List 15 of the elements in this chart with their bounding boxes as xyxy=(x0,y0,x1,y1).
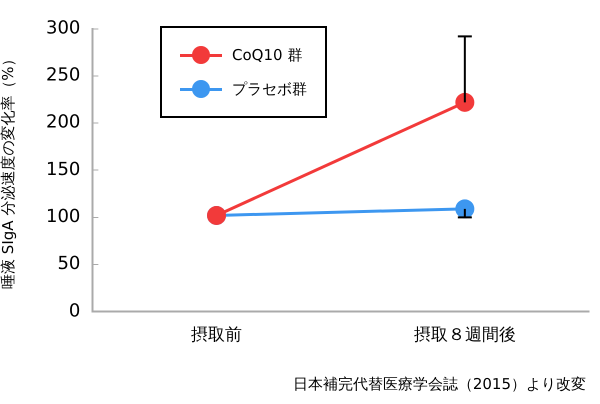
y-tick-label: 50 xyxy=(57,253,80,274)
x-tick-label: 摂取８週間後 xyxy=(414,325,516,346)
y-tick-label: 200 xyxy=(46,112,80,133)
point xyxy=(455,199,474,218)
y-tick-label: 150 xyxy=(46,158,80,180)
y-axis-title: 唾液 SIgA 分泌速度の変化率（%） xyxy=(0,51,17,289)
legend-label: プラセボ群 xyxy=(232,80,307,98)
text: 日本補完代替医療学会誌（2015）より改変 xyxy=(292,375,586,394)
y-tick-label: 100 xyxy=(46,206,80,228)
legend-label: CoQ10 群 xyxy=(232,46,302,64)
point xyxy=(455,92,474,112)
y-tick-label: 250 xyxy=(46,64,80,86)
y-tick-label: 0 xyxy=(68,300,80,322)
y-tick-label: 300 xyxy=(46,17,80,38)
x-tick-label: 摂取前 xyxy=(191,325,242,346)
